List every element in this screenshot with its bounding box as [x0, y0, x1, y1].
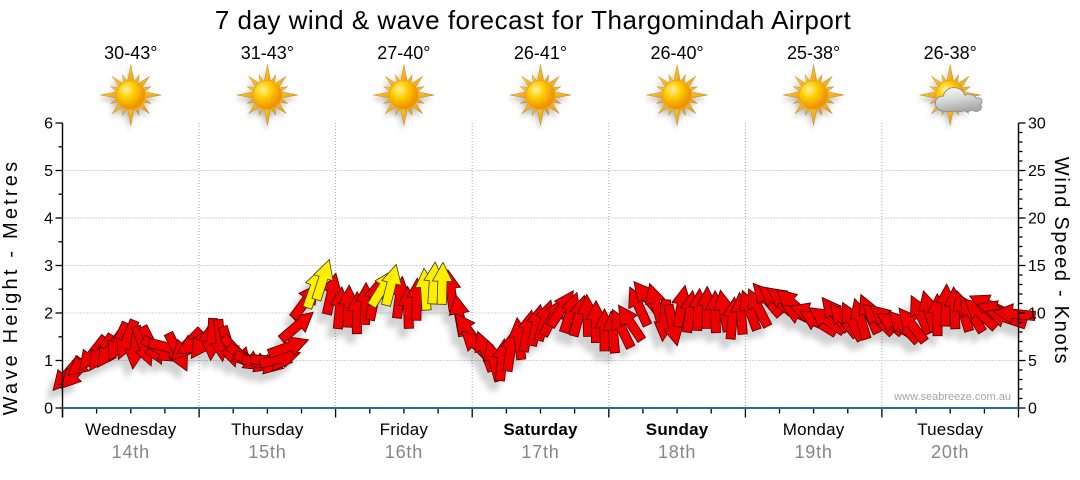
svg-text:Wave Height - Metres: Wave Height - Metres: [0, 159, 22, 416]
svg-text:2: 2: [44, 306, 53, 323]
svg-text:5: 5: [44, 163, 53, 180]
svg-text:Thursday: Thursday: [231, 420, 304, 439]
svg-text:7 day wind & wave forecast for: 7 day wind & wave forecast for Thargomin…: [215, 5, 852, 35]
svg-text:Wind Speed - Knots: Wind Speed - Knots: [1050, 157, 1072, 365]
svg-text:10: 10: [1028, 306, 1046, 323]
svg-text:25: 25: [1028, 163, 1046, 180]
svg-text:3: 3: [44, 258, 53, 275]
svg-text:Tuesday: Tuesday: [917, 420, 983, 439]
svg-text:Friday: Friday: [380, 420, 429, 439]
svg-text:25-38°: 25-38°: [787, 43, 840, 63]
svg-text:15: 15: [1028, 258, 1046, 275]
svg-text:26-40°: 26-40°: [650, 43, 703, 63]
svg-text:5: 5: [1028, 353, 1037, 370]
svg-text:16th: 16th: [385, 442, 423, 462]
svg-text:15th: 15th: [248, 442, 286, 462]
svg-text:31-43°: 31-43°: [241, 43, 294, 63]
svg-text:18th: 18th: [658, 442, 696, 462]
svg-text:14th: 14th: [112, 442, 150, 462]
svg-text:0: 0: [44, 401, 53, 418]
svg-text:20: 20: [1028, 211, 1046, 228]
svg-text:27-40°: 27-40°: [377, 43, 430, 63]
svg-text:4: 4: [44, 211, 53, 228]
svg-text:17th: 17th: [521, 442, 559, 462]
svg-text:30-43°: 30-43°: [104, 43, 157, 63]
svg-text:Wednesday: Wednesday: [85, 420, 177, 439]
svg-text:20th: 20th: [931, 442, 969, 462]
svg-text:Sunday: Sunday: [646, 420, 709, 439]
svg-text:0: 0: [1028, 401, 1037, 418]
svg-text:Saturday: Saturday: [503, 420, 578, 439]
svg-text:www.seabreeze.com.au: www.seabreeze.com.au: [893, 391, 1011, 403]
svg-text:Monday: Monday: [783, 420, 845, 439]
svg-text:26-41°: 26-41°: [514, 43, 567, 63]
svg-text:30: 30: [1028, 116, 1046, 133]
svg-text:19th: 19th: [794, 442, 832, 462]
svg-text:26-38°: 26-38°: [924, 43, 977, 63]
svg-text:6: 6: [44, 116, 53, 133]
svg-text:1: 1: [44, 353, 53, 370]
